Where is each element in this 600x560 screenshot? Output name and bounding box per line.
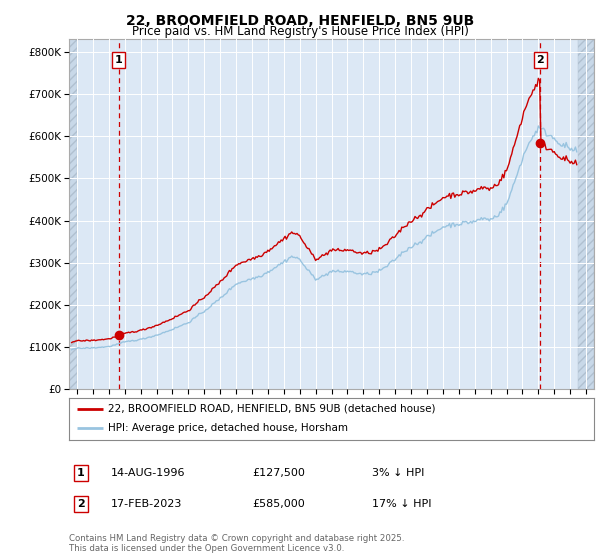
Text: £585,000: £585,000	[252, 499, 305, 509]
Bar	[578, 39, 594, 389]
Bar	[69, 39, 77, 389]
Text: 2: 2	[536, 55, 544, 65]
Text: £127,500: £127,500	[252, 468, 305, 478]
Text: 14-AUG-1996: 14-AUG-1996	[111, 468, 185, 478]
Text: 3% ↓ HPI: 3% ↓ HPI	[372, 468, 424, 478]
Text: 2: 2	[77, 499, 85, 509]
Text: 1: 1	[77, 468, 85, 478]
Text: 22, BROOMFIELD ROAD, HENFIELD, BN5 9UB (detached house): 22, BROOMFIELD ROAD, HENFIELD, BN5 9UB (…	[109, 404, 436, 414]
Text: Contains HM Land Registry data © Crown copyright and database right 2025.: Contains HM Land Registry data © Crown c…	[69, 534, 404, 543]
Text: HPI: Average price, detached house, Horsham: HPI: Average price, detached house, Hors…	[109, 423, 349, 433]
Text: 1: 1	[115, 55, 122, 65]
Text: 17% ↓ HPI: 17% ↓ HPI	[372, 499, 431, 509]
Text: 22, BROOMFIELD ROAD, HENFIELD, BN5 9UB: 22, BROOMFIELD ROAD, HENFIELD, BN5 9UB	[126, 14, 474, 28]
Text: This data is licensed under the Open Government Licence v3.0.: This data is licensed under the Open Gov…	[69, 544, 344, 553]
Text: 17-FEB-2023: 17-FEB-2023	[111, 499, 182, 509]
Text: Price paid vs. HM Land Registry's House Price Index (HPI): Price paid vs. HM Land Registry's House …	[131, 25, 469, 38]
